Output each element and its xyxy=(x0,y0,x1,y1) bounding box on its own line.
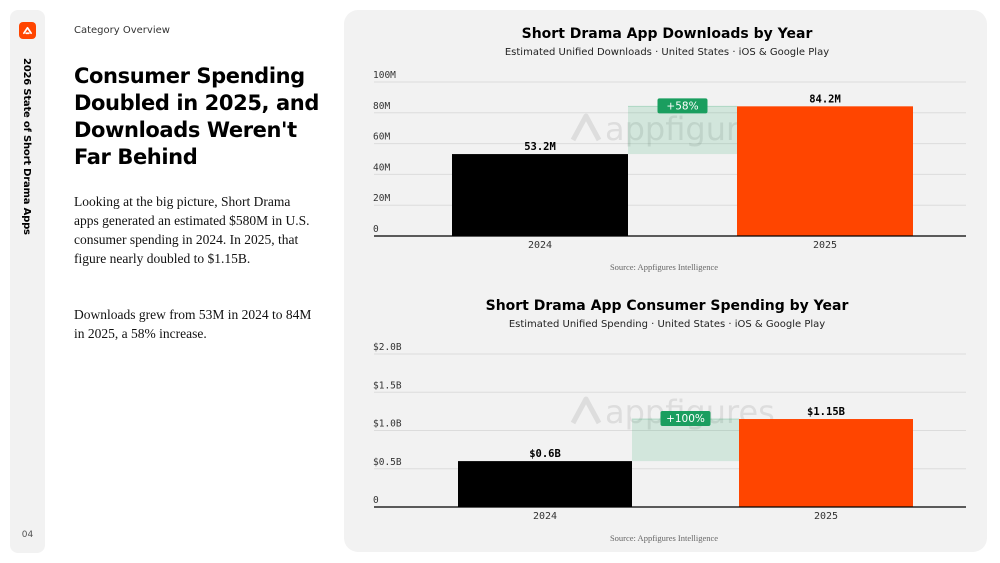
y-tick-label: $1.5B xyxy=(373,380,402,391)
x-tick-label: 2025 xyxy=(813,240,837,251)
bar-2025 xyxy=(737,106,913,236)
bar-2024 xyxy=(458,461,632,507)
chart-source: Source: Appfigures Intelligence xyxy=(610,533,718,543)
watermark-logo-icon xyxy=(570,396,602,425)
growth-badge xyxy=(660,411,711,427)
growth-band xyxy=(628,106,737,155)
watermark-logo-icon xyxy=(570,113,602,142)
chart-title: Short Drama App Downloads by Year xyxy=(522,26,813,42)
growth-badge-label: +100% xyxy=(666,413,705,425)
x-tick-label: 2024 xyxy=(533,511,557,522)
bar-2025 xyxy=(739,419,913,507)
y-tick-label: $2.0B xyxy=(373,342,402,353)
body-paragraph-2: Downloads grew from 53M in 2024 to 84M i… xyxy=(74,307,312,341)
x-tick-label: 2025 xyxy=(814,511,838,522)
bar-value-label: 53.2M xyxy=(524,141,556,153)
y-tick-label: 80M xyxy=(373,101,390,112)
charts-canvas: Short Drama App Downloads by Year Estimat… xyxy=(373,26,966,543)
x-tick-label: 2024 xyxy=(528,240,552,251)
page-number: 04 xyxy=(21,530,34,540)
chart-subtitle: Estimated Unified Downloads · United Sta… xyxy=(505,47,829,58)
bar-2024 xyxy=(452,154,628,236)
chart-title: Short Drama App Consumer Spending by Yea… xyxy=(486,298,849,314)
y-tick-label: 0 xyxy=(373,495,379,506)
y-tick-label: 0 xyxy=(373,224,379,235)
appfigures-logo-icon xyxy=(19,22,36,39)
y-tick-label: 60M xyxy=(373,132,390,143)
report-title: 2026 State of Short Drama Apps xyxy=(21,58,32,235)
body-paragraph-1: Looking at the big picture, Short Drama … xyxy=(74,194,310,266)
y-tick-label: 40M xyxy=(373,162,390,173)
chart-source: Source: Appfigures Intelligence xyxy=(610,262,718,272)
bar-value-label: 84.2M xyxy=(809,93,841,105)
sidebar: 2026 State of Short Drama Apps 04 xyxy=(10,10,45,553)
y-tick-label: 100M xyxy=(373,70,396,81)
growth-badge-label: +58% xyxy=(666,100,698,112)
bar-value-label: $0.6B xyxy=(529,448,561,460)
page-title: Consumer Spending Doubled in 2025, and D… xyxy=(74,64,319,169)
section-label: Category Overview xyxy=(74,25,170,36)
bar-value-label: $1.15B xyxy=(807,406,845,418)
y-tick-label: 20M xyxy=(373,193,390,204)
chart-subtitle: Estimated Unified Spending · United Stat… xyxy=(509,319,825,330)
chart-panel: Short Drama App Downloads by Year Estimat… xyxy=(344,10,987,552)
y-tick-label: $0.5B xyxy=(373,457,402,468)
growth-badge xyxy=(657,98,708,114)
growth-band xyxy=(632,419,739,462)
y-tick-label: $1.0B xyxy=(373,419,402,430)
